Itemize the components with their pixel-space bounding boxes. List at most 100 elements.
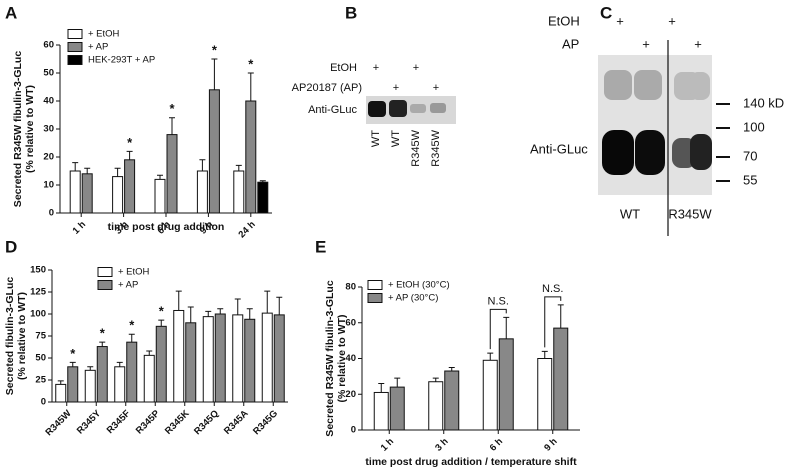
error-bar [84,167,91,174]
error-bar [247,72,254,101]
error-bar [211,58,218,90]
y-tick-label: 0 [49,208,54,219]
x-tick-label: R345Y [75,408,104,437]
panel-letter: E [315,237,326,256]
bar [155,325,167,403]
band [368,101,386,117]
bar [69,170,81,214]
bar [112,176,124,214]
y-axis-label: Secreted R345W fibulin-3-GLuc [324,280,336,437]
x-tick-label: R345G [251,408,280,437]
error-bar [169,117,175,135]
bar [257,181,269,214]
blot-c: C EtOH AP + + + + 140 kD 100 70 55 Anti-… [530,3,784,236]
band [690,72,710,100]
bar [114,366,126,403]
error-bar [378,383,385,393]
band [635,130,665,175]
y-tick-label: 25 [35,375,46,386]
y-tick-label: 40 [43,96,54,107]
treatment-mark: + [433,82,439,94]
x-tick-label: R345W [43,408,73,438]
error-bar [557,304,564,329]
treatment-mark: + [668,13,676,28]
legend-swatch [367,280,383,290]
y-tick-label: 50 [35,353,46,364]
x-tick-label: 24 h [236,219,257,240]
bar [84,369,96,403]
error-bar [116,361,123,367]
significance-mark: * [212,42,218,57]
marker-label: 55 [743,172,757,187]
row-label: EtOH [548,13,580,28]
bar [126,341,138,403]
error-bar [487,352,494,361]
panel-letter: B [345,3,357,22]
error-bar [157,174,163,180]
bar [67,366,79,403]
error-bar [448,366,455,372]
treatment-mark: + [413,62,419,74]
y-tick-label: 60 [345,317,356,328]
lane-label: R345W [410,129,422,166]
x-tick-label: 3 h [433,436,451,454]
legend-swatch [367,293,383,303]
blot-b: B EtOH AP20187 (AP) Anti-GLuc + + + + WT… [292,3,456,167]
bar [373,391,389,431]
error-bar [234,298,241,315]
band [634,70,662,100]
legend-label: + AP (30°C) [388,293,438,304]
error-bar [259,180,266,183]
marker-label: 100 [743,119,765,134]
y-axis-label: (% relative to WT) [16,292,28,380]
error-bar [128,333,135,343]
bar [428,381,444,431]
bar [389,386,405,431]
bar [244,318,256,403]
bar [208,89,220,214]
band [389,100,407,117]
error-bar [217,308,224,314]
significance-mark: * [70,346,76,361]
bar [498,338,514,431]
error-bar [394,377,401,388]
x-tick-label: R345Q [192,408,221,437]
group-label: WT [620,206,640,221]
error-bar [69,361,76,367]
band [410,104,426,113]
y-tick-label: 125 [30,287,47,298]
y-tick-label: 80 [345,282,356,293]
bar [173,309,185,403]
x-tick-label: 9 h [542,436,560,454]
treatment-mark: + [694,36,702,51]
marker-label: 70 [743,148,757,163]
x-tick-label: R345F [105,408,133,436]
error-bar [541,350,548,359]
lane-label: WT [390,130,402,147]
x-tick-label: 1 h [379,436,397,454]
panel-letter: D [5,237,17,256]
y-tick-label: 0 [41,397,46,408]
error-bar [276,296,283,315]
error-bar [205,310,212,317]
bar [96,346,108,403]
bar [202,316,214,403]
legend-swatch [67,29,83,39]
significance-mark: * [127,135,133,150]
bar [553,327,569,431]
error-bar [72,162,79,171]
error-bar [158,319,165,327]
significance-mark: * [129,318,135,333]
bar [81,173,93,214]
bracket-label: N.S. [542,283,563,295]
x-tick-label: 6 h [488,436,506,454]
legend-swatch [97,267,113,277]
error-bar [114,167,121,177]
legend-label: + AP [118,280,138,291]
legend-swatch [67,42,83,52]
y-tick-label: 150 [30,265,46,276]
bar [273,314,285,403]
treatment-mark: + [642,36,650,51]
treatment-mark: + [373,62,379,74]
band [690,134,712,170]
